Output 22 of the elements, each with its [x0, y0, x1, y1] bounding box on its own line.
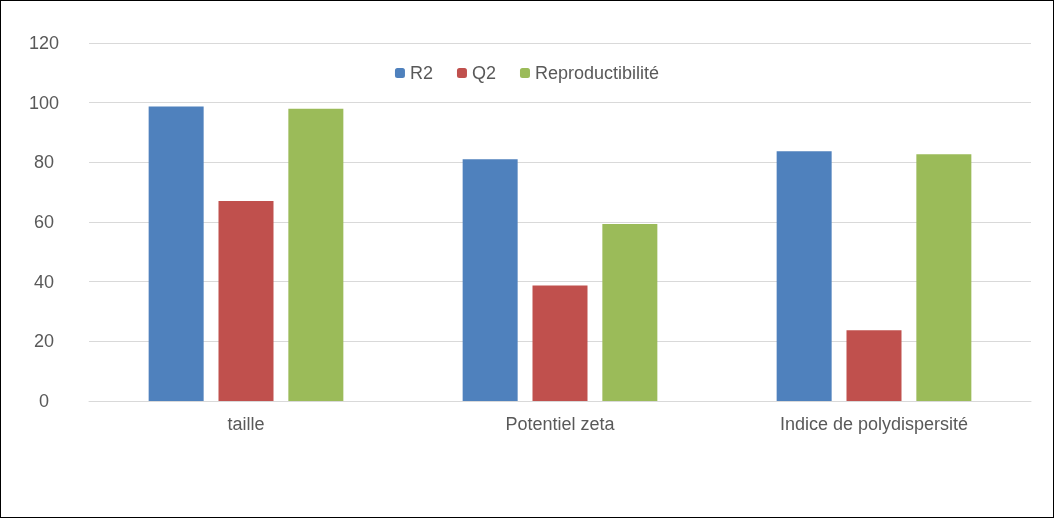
bar — [148, 106, 204, 401]
legend-label: Reproductibilité — [534, 63, 660, 83]
y-tick-label: 100 — [28, 92, 60, 113]
y-tick-label: 0 — [38, 391, 50, 411]
x-tick-label: Indice de polydispersité — [779, 414, 969, 434]
legend-label: R2 — [409, 63, 433, 83]
bar — [462, 159, 518, 401]
bar — [532, 285, 588, 401]
x-tick-label: taille — [227, 414, 265, 434]
bar — [916, 154, 972, 401]
y-tick-label: 120 — [28, 33, 60, 53]
bar — [288, 108, 344, 401]
legend-label: Q2 — [471, 63, 496, 83]
bar — [218, 201, 274, 401]
y-tick-label: 40 — [33, 271, 55, 292]
bar — [602, 224, 658, 401]
y-tick-label: 80 — [33, 152, 55, 173]
bar — [846, 330, 902, 401]
x-tick-label: Potentiel zeta — [505, 414, 616, 434]
y-tick-label: 20 — [33, 331, 55, 352]
y-tick-label: 60 — [33, 212, 55, 232]
bar — [776, 151, 832, 401]
